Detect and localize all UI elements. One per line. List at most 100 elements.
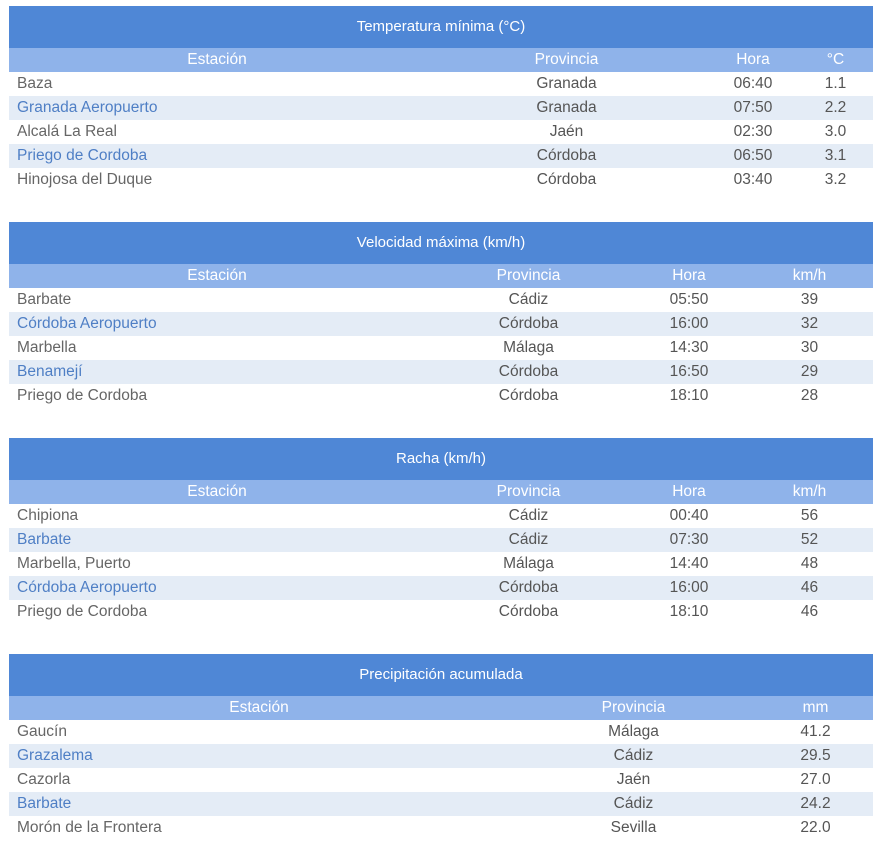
- value-cell: 2.2: [798, 96, 873, 120]
- station-cell: Baza: [17, 75, 53, 92]
- time-cell: 06:50: [708, 144, 798, 168]
- data-table: Estación Provincia Hora km/h Barbate Cád…: [9, 264, 873, 408]
- column-header-station: Estación: [9, 48, 425, 72]
- station-cell: Hinojosa del Duque: [17, 171, 153, 188]
- table-row: Benamejí Córdoba 16:50 29: [9, 360, 873, 384]
- time-cell: 07:50: [708, 96, 798, 120]
- column-header-value: mm: [758, 696, 873, 720]
- table-row: Barbate Cádiz 05:50 39: [9, 288, 873, 312]
- gust-table: Racha (km/h) Estación Provincia Hora km/…: [9, 438, 873, 624]
- value-cell: 41.2: [800, 723, 831, 740]
- station-cell: Priego de Cordoba: [9, 144, 425, 168]
- province-cell: Córdoba: [425, 576, 632, 600]
- station-cell: Córdoba Aeropuerto: [9, 576, 425, 600]
- table-row: Alcalá La Real Jaén 02:30 3.0: [9, 120, 873, 144]
- table-row: Granada Aeropuerto Granada 07:50 2.2: [9, 96, 873, 120]
- time-cell: 06:40: [733, 75, 773, 92]
- province-cell: Granada: [536, 75, 597, 92]
- value-cell: 39: [800, 291, 819, 308]
- station-cell: Chipiona: [17, 507, 79, 524]
- value-cell: 46: [800, 603, 819, 620]
- province-cell: Granada: [425, 96, 708, 120]
- column-header-value: km/h: [746, 264, 873, 288]
- value-cell: 46: [746, 576, 873, 600]
- value-cell: 56: [800, 507, 819, 524]
- value-cell: 29: [746, 360, 873, 384]
- data-table: Estación Provincia Hora °C Baza Granada …: [9, 48, 873, 192]
- time-cell: 03:40: [733, 171, 773, 188]
- table-row: Chipiona Cádiz 00:40 56: [9, 504, 873, 528]
- province-cell: Málaga: [503, 555, 554, 572]
- min-temperature-table: Temperatura mínima (°C) Estación Provinc…: [9, 6, 873, 192]
- province-cell: Córdoba: [425, 312, 632, 336]
- time-cell: 14:30: [669, 339, 709, 356]
- time-cell: 05:50: [669, 291, 709, 308]
- table-row: Córdoba Aeropuerto Córdoba 16:00 32: [9, 312, 873, 336]
- table-row: Hinojosa del Duque Córdoba 03:40 3.2: [9, 168, 873, 192]
- province-cell: Málaga: [503, 339, 554, 356]
- table-row: Baza Granada 06:40 1.1: [9, 72, 873, 96]
- column-header-value: km/h: [746, 480, 873, 504]
- station-cell: Barbate: [17, 291, 72, 308]
- column-header-station: Estación: [9, 696, 509, 720]
- province-cell: Córdoba: [498, 387, 559, 404]
- table-title: Velocidad máxima (km/h): [9, 222, 873, 264]
- column-header-province: Provincia: [425, 480, 632, 504]
- table-row: Barbate Cádiz 07:30 52: [9, 528, 873, 552]
- province-cell: Cádiz: [508, 291, 549, 308]
- province-cell: Cádiz: [425, 528, 632, 552]
- province-cell: Córdoba: [498, 603, 559, 620]
- province-cell: Córdoba: [425, 360, 632, 384]
- province-cell: Córdoba: [536, 171, 597, 188]
- header-row: Estación Provincia Hora °C: [9, 48, 873, 72]
- time-cell: 16:00: [632, 312, 746, 336]
- table-title: Racha (km/h): [9, 438, 873, 480]
- province-cell: Jaén: [549, 123, 584, 140]
- table-row: Priego de Cordoba Córdoba 18:10 28: [9, 384, 873, 408]
- table-row: Grazalema Cádiz 29.5: [9, 744, 873, 768]
- time-cell: 07:30: [632, 528, 746, 552]
- time-cell: 18:10: [669, 387, 709, 404]
- time-cell: 18:10: [669, 603, 709, 620]
- time-cell: 16:00: [632, 576, 746, 600]
- column-header-time: Hora: [708, 48, 798, 72]
- station-cell: Priego de Cordoba: [17, 603, 148, 620]
- table-title: Temperatura mínima (°C): [9, 6, 873, 48]
- max-speed-table: Velocidad máxima (km/h) Estación Provinc…: [9, 222, 873, 408]
- table-title: Precipitación acumulada: [9, 654, 873, 696]
- province-cell: Cádiz: [508, 507, 549, 524]
- value-cell: 3.0: [824, 123, 847, 140]
- data-table: Estación Provincia mm Gaucín Málaga 41.2…: [9, 696, 873, 840]
- table-row: Priego de Cordoba Córdoba 06:50 3.1: [9, 144, 873, 168]
- province-cell: Córdoba: [425, 144, 708, 168]
- province-cell: Cádiz: [509, 744, 758, 768]
- station-cell: Barbate: [9, 792, 509, 816]
- table-row: Priego de Cordoba Córdoba 18:10 46: [9, 600, 873, 624]
- header-row: Estación Provincia Hora km/h: [9, 480, 873, 504]
- table-row: Marbella, Puerto Málaga 14:40 48: [9, 552, 873, 576]
- column-header-station: Estación: [9, 264, 425, 288]
- column-header-province: Provincia: [509, 696, 758, 720]
- header-row: Estación Provincia mm: [9, 696, 873, 720]
- station-cell: Grazalema: [9, 744, 509, 768]
- province-cell: Sevilla: [610, 819, 657, 836]
- column-header-province: Provincia: [425, 48, 708, 72]
- station-cell: Morón de la Frontera: [17, 819, 162, 836]
- station-cell: Córdoba Aeropuerto: [9, 312, 425, 336]
- table-row: Cazorla Jaén 27.0: [9, 768, 873, 792]
- precipitation-table: Precipitación acumulada Estación Provinc…: [9, 654, 873, 840]
- column-header-value: °C: [798, 48, 873, 72]
- station-cell: Alcalá La Real: [17, 123, 117, 140]
- column-header-time: Hora: [632, 480, 746, 504]
- value-cell: 3.2: [824, 171, 847, 188]
- column-header-time: Hora: [632, 264, 746, 288]
- table-row: Gaucín Málaga 41.2: [9, 720, 873, 744]
- station-cell: Marbella, Puerto: [17, 555, 131, 572]
- table-row: Córdoba Aeropuerto Córdoba 16:00 46: [9, 576, 873, 600]
- column-header-province: Provincia: [425, 264, 632, 288]
- time-cell: 00:40: [669, 507, 709, 524]
- value-cell: 22.0: [800, 819, 831, 836]
- table-row: Morón de la Frontera Sevilla 22.0: [9, 816, 873, 840]
- table-row: Barbate Cádiz 24.2: [9, 792, 873, 816]
